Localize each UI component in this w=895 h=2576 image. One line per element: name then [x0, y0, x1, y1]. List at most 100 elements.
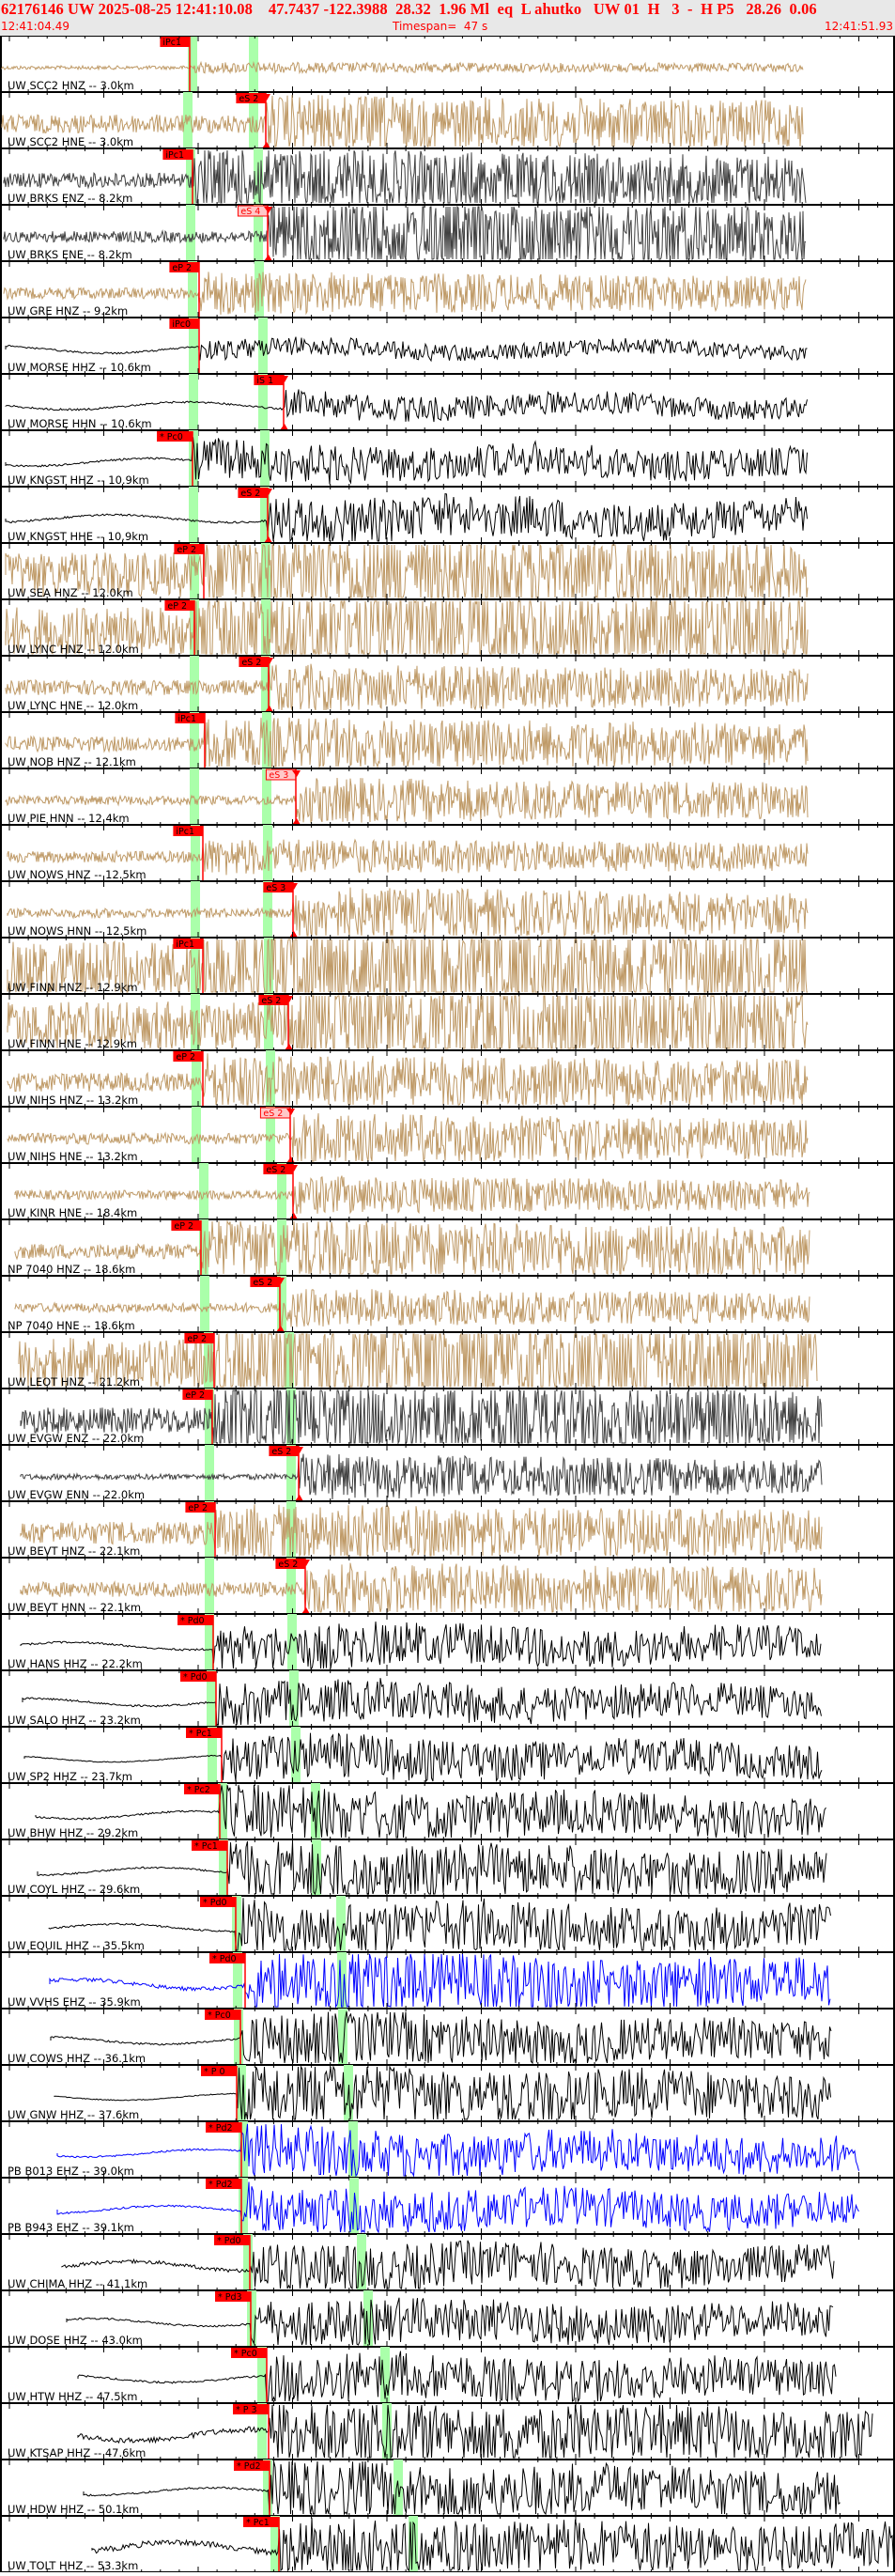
trace-row[interactable]: UW BRKS ENE -- 8.2km eS 4: [3, 205, 807, 261]
trace-row[interactable]: UW EVGW ENZ -- 22.0km eP 2: [8, 1389, 823, 1445]
trace-row[interactable]: UW BEVT HNZ -- 22.1km eP 2: [8, 1501, 823, 1558]
pick-flag[interactable]: [254, 375, 284, 385]
pick-flag[interactable]: [192, 1840, 227, 1851]
trace-row[interactable]: PB B013 EHZ -- 39.0km * Pd2: [8, 2121, 859, 2178]
trace-row[interactable]: UW EQUIL HHZ -- 35.5km * Pd0: [8, 1896, 831, 1952]
pick-flag[interactable]: [175, 713, 205, 723]
trace-row[interactable]: UW SCC2 HNZ -- 3.0km iPc1: [1, 36, 804, 92]
pick-flag[interactable]: [162, 149, 193, 160]
pick-flag[interactable]: [205, 2010, 240, 2020]
pick-label: * Pc1: [189, 1729, 212, 1739]
pick-flag[interactable]: [171, 1220, 201, 1231]
trace-row[interactable]: UW KTSAP HHZ -- 47.6km * P 3: [8, 2403, 873, 2460]
pick-flag[interactable]: [250, 1277, 280, 1287]
pick-flag[interactable]: [239, 657, 269, 667]
trace-row[interactable]: UW FINN HNE -- 12.9km eS 2: [7, 994, 809, 1050]
p-window: [188, 261, 197, 318]
trace-row[interactable]: UW VVHS EHZ -- 35.9km * Pd0: [8, 1952, 831, 2009]
trace-row[interactable]: UW SEA HNZ -- 12.0km eP 2: [5, 543, 809, 599]
trace-row[interactable]: UW KNGST HHZ -- 10.9km * Pc0: [5, 430, 808, 487]
pick-flag[interactable]: [164, 600, 194, 611]
pick-flag[interactable]: [201, 2066, 237, 2076]
trace-row[interactable]: NP 7040 HNZ -- 18.6km eP 2: [8, 1219, 810, 1276]
trace-row[interactable]: UW LEOT HNZ -- 21.2km eP 2: [8, 1332, 818, 1389]
trace-row[interactable]: UW DOSE HHZ -- 43.0km * Pd3: [8, 2290, 834, 2347]
trace-row[interactable]: UW TOLT HHZ -- 53.3km * Pc1: [8, 2516, 895, 2572]
trace-row[interactable]: NP 7040 HNE -- 18.6km eS 2: [8, 1276, 810, 1332]
pick-flag[interactable]: [169, 318, 199, 329]
trace-row[interactable]: UW SALO HHZ -- 23.2km * Pd0: [8, 1670, 822, 1727]
pick-flag[interactable]: [206, 2179, 241, 2189]
pick-flag[interactable]: [174, 544, 204, 554]
station-label: NP 7040 HNZ -- 18.6km: [8, 1263, 135, 1276]
pick-flag[interactable]: [234, 2460, 270, 2471]
trace-row[interactable]: UW MORSE HHZ -- 10.6km iPc0: [5, 318, 808, 374]
trace-row[interactable]: UW NOWS HNZ -- 12.5km iPc1: [7, 825, 809, 881]
pick-flag[interactable]: [169, 262, 199, 272]
trace-row[interactable]: UW GNW HHZ -- 37.6km * P 0: [8, 2065, 831, 2121]
pick-flag[interactable]: [275, 1559, 305, 1569]
pick-flag[interactable]: [231, 2348, 267, 2358]
pick-flag[interactable]: [214, 2235, 250, 2245]
pick-flag[interactable]: [236, 93, 266, 103]
trace-row[interactable]: UW CHIMA HHZ -- 41.1km * Pd0: [8, 2234, 835, 2290]
trace-row[interactable]: UW NOB HNZ -- 12.1km iPc1: [5, 712, 809, 768]
trace-row[interactable]: UW SCC2 HNE -- 3.0km eS 2: [1, 92, 804, 148]
trace-row[interactable]: UW KNGST HHE -- 10.9km eS 2: [5, 487, 808, 543]
s-window: [277, 1276, 286, 1332]
trace-row[interactable]: UW EVGW ENN -- 22.0km eS 2: [8, 1445, 823, 1501]
trace-row[interactable]: UW BHW HHZ -- 29.2km * Pc2: [8, 1783, 826, 1839]
trace-row[interactable]: UW NIHS HNZ -- 13.2km eP 2: [7, 1050, 809, 1107]
trace-row[interactable]: UW COYL HHZ -- 29.6km * Pc1: [8, 1839, 827, 1896]
pick-flag[interactable]: [177, 1615, 213, 1625]
station-label: UW BRKS ENE -- 8.2km: [8, 248, 132, 261]
trace-row[interactable]: UW MORSE HHN -- 10.6km iS 1: [5, 374, 808, 430]
p-window: [239, 2178, 248, 2234]
waveform: [56, 2181, 859, 2234]
pick-flag[interactable]: [180, 1671, 216, 1682]
trace-row[interactable]: UW FINN HNZ -- 12.9km iPc1: [7, 938, 808, 994]
pick-flag[interactable]: [185, 1502, 215, 1513]
pick-flag[interactable]: [258, 995, 288, 1005]
s-window: [286, 1389, 296, 1445]
pick-flag[interactable]: [157, 431, 193, 442]
pick-flag[interactable]: [263, 1164, 293, 1174]
pick-flag[interactable]: [263, 882, 293, 892]
trace-row[interactable]: UW LYNC HNZ -- 12.0km eP 2: [5, 599, 809, 656]
pick-label: eP 2: [185, 1390, 205, 1401]
pick-flag[interactable]: [269, 1446, 299, 1456]
trace-row[interactable]: UW SP2 HHZ -- 23.7km * Pc1: [8, 1727, 823, 1783]
pick-flag[interactable]: [209, 1953, 245, 1963]
waveform: [3, 272, 807, 316]
trace-row[interactable]: UW HDW HHZ -- 50.1km * Pd2: [8, 2460, 841, 2516]
trace-row[interactable]: PB B943 EHZ -- 39.1km * Pd2: [8, 2178, 859, 2234]
pick-flag[interactable]: [238, 488, 268, 498]
trace-row[interactable]: UW NOWS HNN -- 12.5km eS 3: [7, 881, 809, 938]
pick-arrow-icon: [286, 1109, 295, 1115]
trace-row[interactable]: UW HTW HHZ -- 47.5km * Pc0: [8, 2347, 837, 2403]
pick-flag[interactable]: [243, 2517, 279, 2527]
trace-row[interactable]: UW HANS HHZ -- 22.2km * Pd0: [8, 1614, 822, 1670]
pick-flag[interactable]: [215, 2291, 251, 2302]
pick-flag[interactable]: [184, 1333, 214, 1343]
trace-row[interactable]: UW GRE HNZ -- 9.2km eP 2: [3, 261, 807, 318]
pick-flag[interactable]: [233, 2404, 269, 2414]
station-label: UW BEVT HNZ -- 22.1km: [8, 1544, 140, 1558]
station-label: UW BHW HHZ -- 29.2km: [8, 1826, 138, 1839]
trace-row[interactable]: UW LYNC HNE -- 12.0km eS 2: [5, 656, 809, 712]
trace-row[interactable]: UW BEVT HNN -- 22.1km eS 2: [8, 1558, 823, 1614]
pick-flag[interactable]: [184, 1784, 220, 1794]
pick-flag[interactable]: [160, 37, 190, 47]
pick-flag[interactable]: [173, 939, 203, 949]
trace-row[interactable]: UW BRKS ENZ -- 8.2km iPc1: [3, 148, 807, 205]
trace-row[interactable]: UW PIE HNN -- 12.4km eS 3: [5, 768, 809, 825]
pick-flag[interactable]: [173, 1051, 203, 1062]
pick-flag[interactable]: [173, 826, 203, 836]
pick-flag[interactable]: [182, 1389, 212, 1400]
pick-flag[interactable]: [186, 1728, 222, 1738]
trace-row[interactable]: UW NIHS HNE -- 13.2km eS 2: [7, 1107, 809, 1163]
trace-row[interactable]: UW COWS HHZ -- 36.1km * Pc0: [8, 2009, 832, 2065]
pick-flag[interactable]: [200, 1897, 236, 1907]
pick-flag[interactable]: [206, 2122, 241, 2133]
trace-row[interactable]: UW KINR HNE -- 18.4km eS 2: [8, 1163, 810, 1219]
